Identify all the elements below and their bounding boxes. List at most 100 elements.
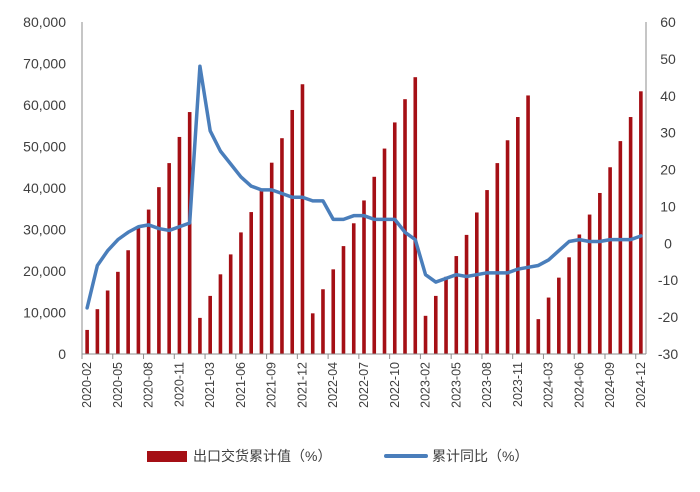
x-tick-label: 2021-06 (234, 362, 248, 408)
bar (433, 295, 438, 354)
x-tick-label: 2021-03 (203, 362, 217, 408)
left-tick-label: 50,000 (23, 139, 66, 155)
bar (495, 163, 500, 354)
bar (423, 315, 428, 354)
left-tick-label: 60,000 (23, 97, 66, 113)
bar (516, 117, 520, 354)
x-tick-label: 2020-08 (142, 362, 156, 408)
legend-label-line: 累计同比（%） (432, 448, 528, 464)
x-tick-label: 2024-03 (542, 362, 556, 408)
bar (310, 313, 315, 354)
bar (526, 95, 530, 354)
legend-swatch-bar (147, 451, 187, 462)
left-tick-label: 30,000 (23, 222, 66, 238)
left-tick-label: 70,000 (23, 56, 66, 72)
right-y-axis-labels: -30 -20 -10 0 10 20 30 40 50 60 (658, 14, 678, 362)
left-tick-label: 40,000 (23, 180, 66, 196)
bar (177, 136, 182, 354)
x-tick-label: 2024-09 (603, 362, 617, 408)
bar (372, 176, 377, 354)
bar (157, 187, 161, 354)
bar (269, 162, 274, 354)
x-tick-label: 2022-07 (357, 362, 371, 408)
bar (392, 122, 397, 355)
x-axis-labels: 2020-02 2020-05 2020-08 2020-11 2021-03 2021-… (80, 362, 648, 408)
right-tick-label: 0 (664, 235, 672, 251)
bar (475, 212, 479, 354)
bar (208, 295, 212, 354)
bar (413, 77, 418, 354)
bar (577, 234, 582, 354)
legend-label-bar: 出口交货累计值（%） (193, 448, 331, 464)
right-tick-label: 30 (660, 125, 676, 141)
bar (628, 117, 633, 354)
bar (85, 329, 89, 354)
x-tick-label: 2023-08 (480, 362, 494, 408)
x-tick-label: 2023-05 (449, 362, 463, 408)
bar (300, 84, 305, 354)
line-series (85, 64, 643, 310)
bar (403, 99, 407, 354)
bar (290, 109, 295, 354)
bar (167, 163, 171, 354)
bar (546, 297, 551, 354)
bar-series (85, 77, 643, 355)
bar (505, 140, 510, 354)
left-tick-label: 10,000 (23, 305, 66, 321)
bar (239, 232, 243, 354)
x-tick-label: 2024-06 (572, 362, 586, 408)
bar (608, 167, 612, 354)
bar (536, 319, 541, 354)
bar (362, 200, 366, 354)
bar (331, 269, 336, 354)
x-tick-label: 2020-11 (172, 362, 186, 407)
axes (81, 22, 647, 359)
right-tick-label: -30 (658, 346, 678, 362)
x-tick-label: 2022-10 (388, 362, 402, 408)
bar (618, 141, 623, 354)
right-tick-label: 40 (660, 88, 676, 104)
x-tick-label: 2023-11 (511, 362, 525, 407)
x-tick-label: 2023-02 (419, 362, 433, 408)
bar (587, 214, 592, 354)
bar (259, 188, 264, 354)
bar (116, 271, 120, 354)
right-tick-label: -10 (658, 272, 678, 288)
right-tick-label: 20 (660, 162, 676, 178)
bar (321, 289, 325, 354)
x-tick-label: 2021-12 (296, 362, 310, 408)
bar (567, 257, 571, 354)
bar (95, 309, 100, 354)
x-tick-label: 2020-05 (111, 362, 125, 408)
bar (341, 246, 346, 354)
left-tick-label: 20,000 (23, 263, 66, 279)
bar (382, 148, 387, 354)
bar (146, 209, 151, 354)
bar (187, 112, 192, 354)
right-tick-label: -20 (658, 309, 678, 325)
bar (280, 138, 284, 354)
bar (598, 192, 602, 354)
bar (464, 234, 469, 354)
left-tick-label: 80,000 (23, 14, 66, 30)
x-tick-label: 2020-02 (80, 362, 94, 408)
bar (228, 254, 233, 354)
bar (639, 91, 643, 354)
right-tick-label: 60 (660, 14, 676, 30)
bar (351, 223, 356, 354)
bar (557, 277, 561, 354)
bar (126, 250, 130, 354)
bar (218, 274, 223, 354)
right-tick-label: 10 (660, 198, 676, 214)
x-tick-label: 2022-04 (326, 362, 340, 408)
bar (249, 212, 253, 354)
bar (136, 227, 141, 354)
left-y-axis-labels: 0 10,000 20,000 30,000 40,000 50,000 60,000 70,… (23, 14, 66, 362)
bar (198, 317, 202, 354)
bar (454, 256, 459, 354)
yoy-line (85, 64, 643, 310)
left-tick-label: 0 (58, 346, 66, 362)
legend: 出口交货累计值（%） 累计同比（%） (147, 448, 528, 464)
